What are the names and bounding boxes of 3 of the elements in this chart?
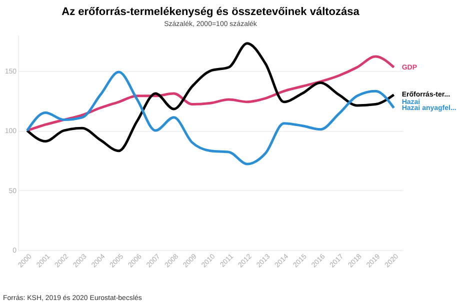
line-series xyxy=(26,42,396,152)
line-series xyxy=(26,70,396,166)
chart-title: Az erőforrás-termelékenység és összetevőinek változása xyxy=(62,6,360,18)
